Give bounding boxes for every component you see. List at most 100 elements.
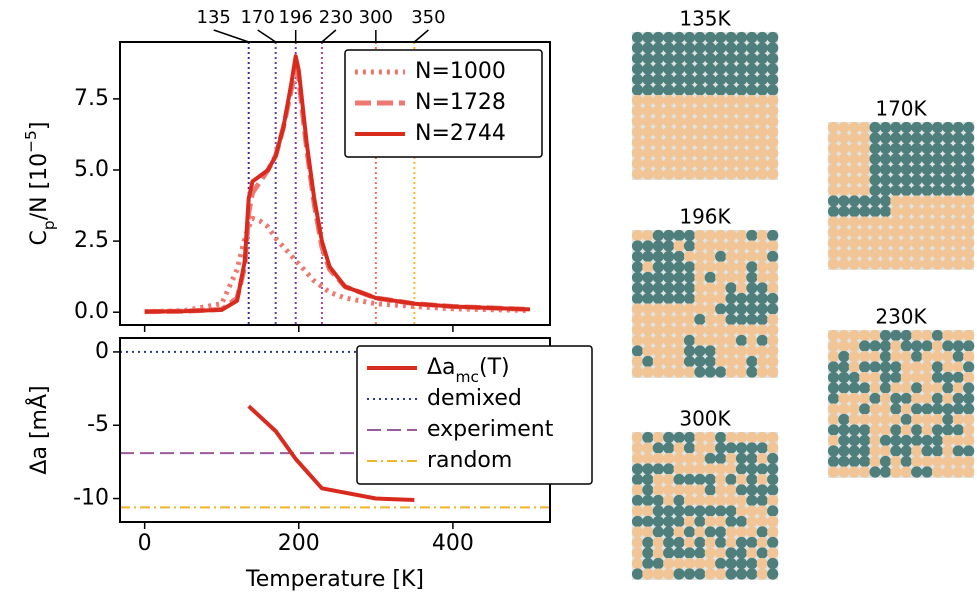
atom xyxy=(725,84,737,96)
atom xyxy=(704,42,716,54)
atom xyxy=(683,94,696,107)
atom xyxy=(631,463,644,475)
legend-label: N=1728 xyxy=(415,90,506,115)
atom xyxy=(735,494,748,507)
atom xyxy=(942,184,954,197)
atom xyxy=(756,526,768,538)
atom xyxy=(838,413,850,426)
atom xyxy=(673,73,685,86)
atom xyxy=(663,31,675,44)
atom xyxy=(725,250,737,263)
atom xyxy=(921,455,933,468)
atom xyxy=(859,466,871,478)
atom xyxy=(921,371,933,384)
atom xyxy=(756,313,768,326)
atom xyxy=(673,345,685,357)
atom xyxy=(704,261,716,273)
atom xyxy=(704,557,716,570)
atom xyxy=(704,442,716,454)
atom xyxy=(942,466,954,478)
atom xyxy=(900,226,912,239)
atom xyxy=(715,366,727,378)
atom xyxy=(890,455,902,468)
atom xyxy=(683,52,696,65)
atom xyxy=(879,258,892,270)
atom xyxy=(756,505,768,517)
atom xyxy=(704,345,716,357)
atom xyxy=(952,184,964,197)
atom xyxy=(663,105,675,117)
atom xyxy=(848,121,860,134)
atom xyxy=(890,371,902,384)
atom xyxy=(911,361,923,373)
atom xyxy=(869,258,881,270)
atom xyxy=(869,247,881,260)
atom xyxy=(735,126,748,138)
atom xyxy=(704,536,716,549)
atom xyxy=(683,240,696,252)
atom xyxy=(694,126,706,138)
atom xyxy=(673,313,685,326)
atom xyxy=(952,174,964,186)
atom xyxy=(767,73,779,86)
atom xyxy=(859,403,871,415)
atom xyxy=(694,84,706,96)
atom xyxy=(704,63,716,75)
atom xyxy=(694,334,706,347)
atom xyxy=(827,371,840,384)
atom xyxy=(735,345,748,357)
atom xyxy=(642,229,654,242)
atom xyxy=(767,452,779,465)
y-tick-label: 0.0 xyxy=(74,299,109,324)
atom xyxy=(631,473,644,486)
atom xyxy=(827,216,840,228)
atom xyxy=(859,455,871,468)
atom xyxy=(900,247,912,260)
atom xyxy=(652,240,664,252)
atom xyxy=(663,568,675,580)
legend-label: Δamc(T) xyxy=(427,355,510,386)
atom xyxy=(838,382,850,394)
atom xyxy=(869,382,881,394)
atom xyxy=(879,174,892,186)
atom xyxy=(869,132,881,144)
atom xyxy=(879,216,892,228)
atom xyxy=(942,195,954,207)
atom xyxy=(642,157,654,170)
atom xyxy=(838,455,850,468)
atom xyxy=(767,115,779,128)
atom xyxy=(963,258,975,270)
atom xyxy=(900,163,912,176)
atom xyxy=(652,568,664,580)
atom xyxy=(952,216,964,228)
atom xyxy=(663,63,675,75)
atom xyxy=(725,313,737,326)
atom xyxy=(704,136,716,149)
atom xyxy=(683,366,696,378)
atom xyxy=(879,237,892,249)
atom xyxy=(683,431,696,444)
atom xyxy=(683,463,696,475)
atom xyxy=(673,431,685,444)
atom xyxy=(756,484,768,496)
atom xyxy=(838,121,850,134)
atom xyxy=(869,361,881,373)
atom xyxy=(838,392,850,405)
atom xyxy=(942,371,954,384)
atom xyxy=(931,329,944,342)
atom xyxy=(704,157,716,170)
atom xyxy=(642,463,654,475)
atom xyxy=(673,52,685,65)
atom xyxy=(756,168,768,180)
atom xyxy=(652,366,664,378)
atom xyxy=(652,105,664,117)
atom xyxy=(725,463,737,475)
annotation-label: 170 xyxy=(240,7,274,28)
atom xyxy=(683,355,696,368)
atom xyxy=(704,452,716,465)
atom xyxy=(683,31,696,44)
y-tick-label: 2.5 xyxy=(74,228,109,253)
atom xyxy=(942,121,954,134)
atom xyxy=(631,157,644,170)
atom xyxy=(890,247,902,260)
